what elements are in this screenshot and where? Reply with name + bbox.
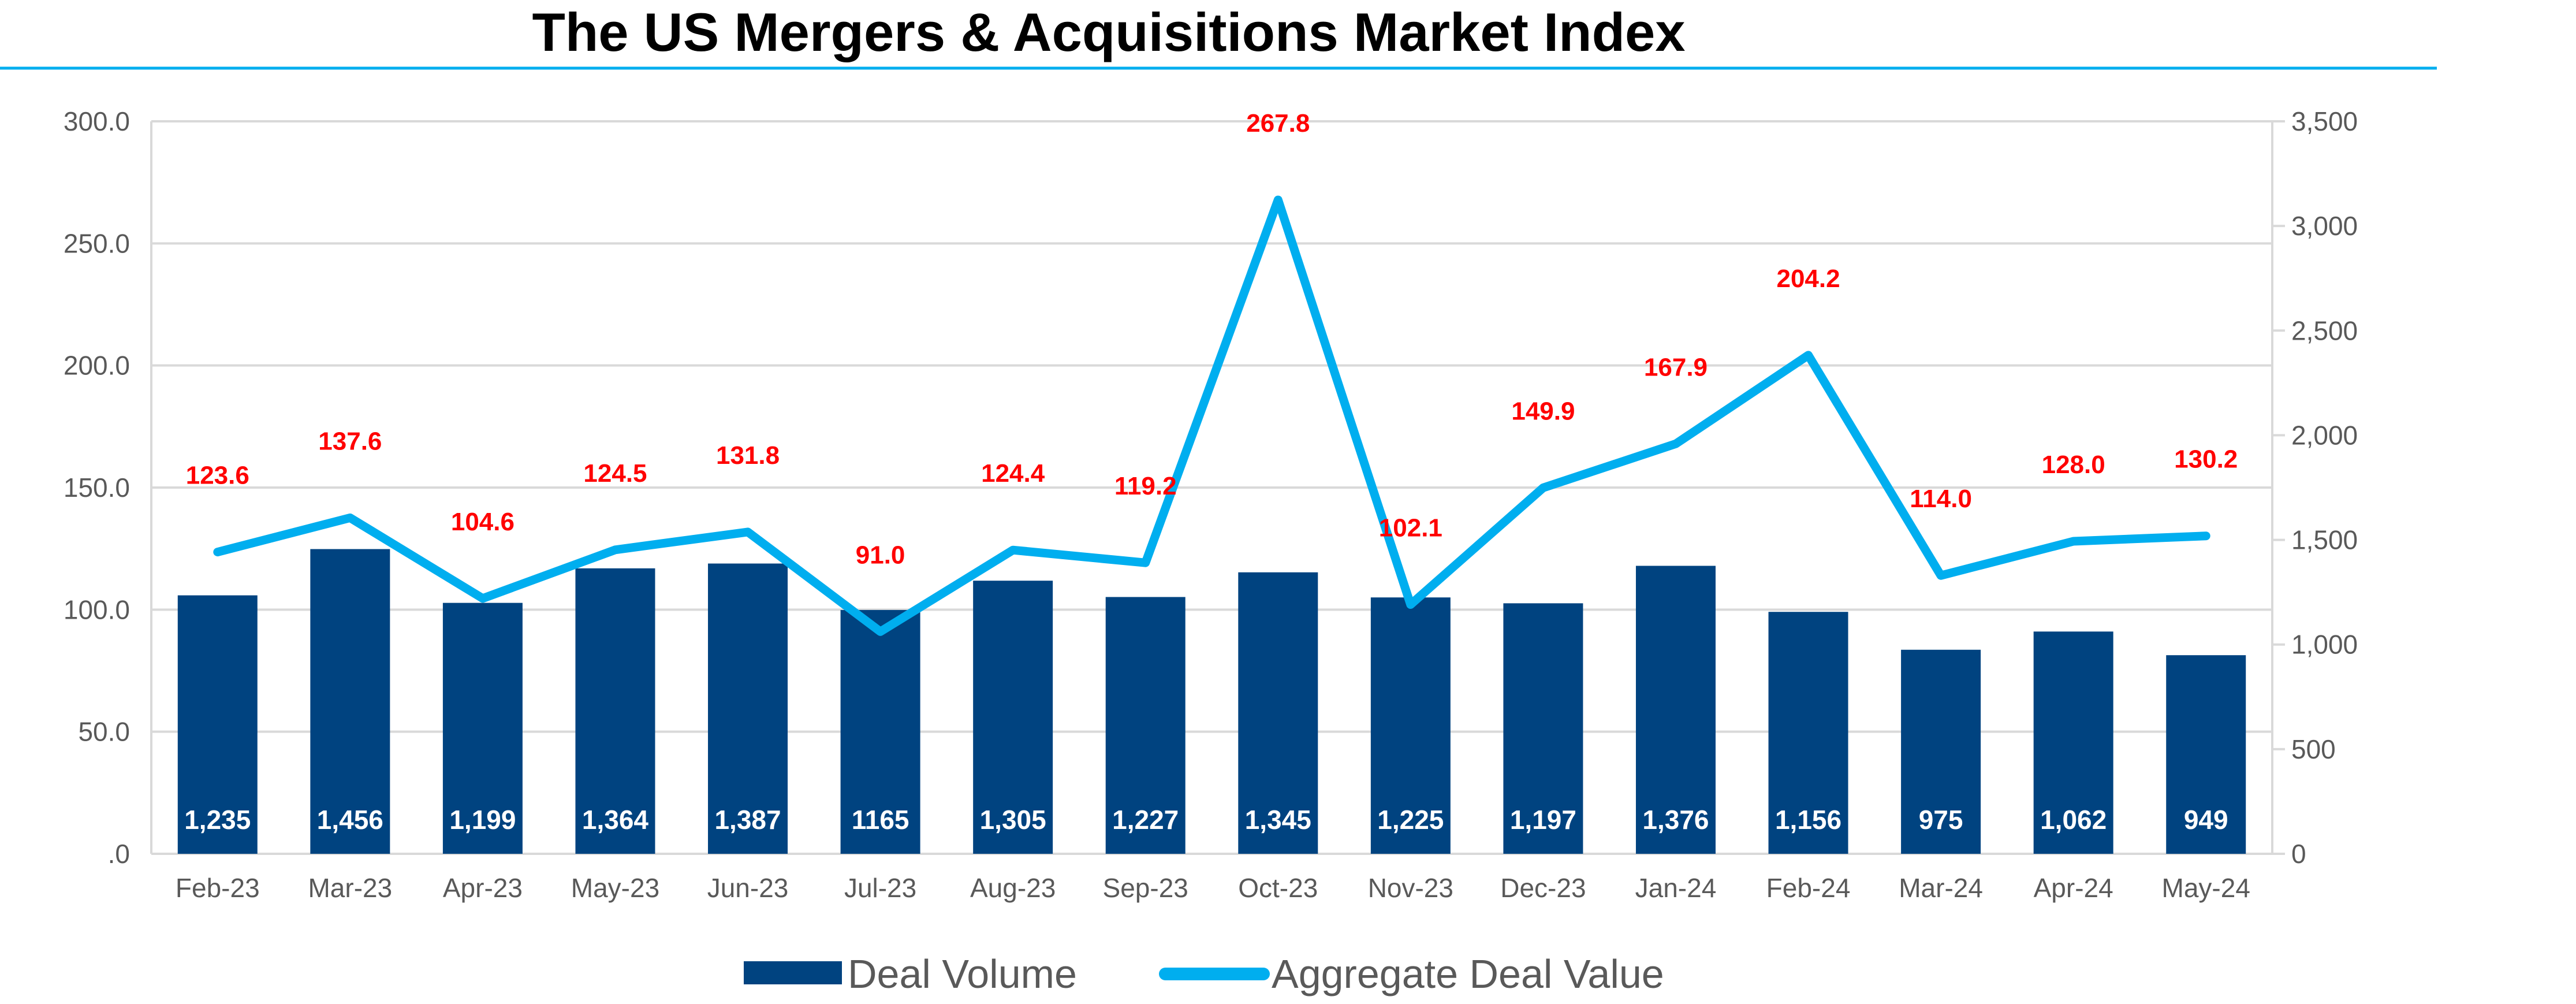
deal-volume-data-label: 1,456 bbox=[317, 805, 383, 835]
legend-label-deal-volume: Deal Volume bbox=[848, 951, 1077, 996]
aggregate-deal-value-data-label: 114.0 bbox=[1910, 485, 1972, 513]
left-axis-tick-label: 250.0 bbox=[64, 228, 130, 258]
aggregate-deal-value-data-label: 149.9 bbox=[1511, 397, 1575, 425]
deal-volume-bar bbox=[177, 595, 258, 854]
left-axis-tick-label: 300.0 bbox=[64, 106, 130, 136]
deal-volume-data-label: 1165 bbox=[852, 805, 909, 835]
category-label: Dec-23 bbox=[1500, 873, 1586, 903]
deal-volume-bar bbox=[973, 581, 1053, 854]
deal-volume-bar bbox=[2166, 655, 2246, 854]
legend: Deal Volume Aggregate Deal Value bbox=[744, 951, 1664, 996]
deal-volume-bar bbox=[1768, 612, 1848, 854]
deal-volume-data-label: 1,235 bbox=[184, 805, 251, 835]
category-label: Aug-23 bbox=[970, 873, 1056, 903]
category-label: Jan-24 bbox=[1635, 873, 1717, 903]
deal-volume-data-label: 1,197 bbox=[1510, 805, 1576, 835]
category-label: Feb-24 bbox=[1766, 873, 1851, 903]
right-axis-tick-label: 2,000 bbox=[2291, 420, 2358, 450]
category-label: Nov-23 bbox=[1368, 873, 1453, 903]
right-axis-tick-label: 0 bbox=[2291, 839, 2306, 869]
right-axis-tick-label: 1,000 bbox=[2291, 630, 2358, 660]
deal-volume-data-label: 1,227 bbox=[1112, 805, 1179, 835]
category-label: Jul-23 bbox=[844, 873, 916, 903]
aggregate-deal-value-data-label: 128.0 bbox=[2042, 451, 2105, 479]
aggregate-deal-value-data-label: 130.2 bbox=[2174, 445, 2238, 474]
aggregate-deal-value-line bbox=[213, 195, 2210, 636]
category-label: Apr-24 bbox=[2034, 873, 2113, 903]
left-axis-tick-label: 150.0 bbox=[64, 473, 130, 503]
aggregate-deal-value-data-label: 91.0 bbox=[856, 541, 905, 569]
left-axis-tick-label: .0 bbox=[108, 839, 130, 869]
right-axis-tick-label: 1,500 bbox=[2291, 525, 2358, 555]
category-label: Mar-24 bbox=[1899, 873, 1983, 903]
deal-volume-bars bbox=[177, 549, 2246, 854]
deal-volume-data-label: 1,199 bbox=[449, 805, 516, 835]
aggregate-deal-value-data-label: 131.8 bbox=[716, 441, 780, 470]
category-label: Oct-23 bbox=[1238, 873, 1318, 903]
aggregate-deal-value-data-label: 267.8 bbox=[1246, 109, 1310, 137]
deal-volume-data-label: 975 bbox=[1919, 805, 1963, 835]
deal-volume-bar bbox=[1105, 597, 1186, 854]
deal-volume-bar bbox=[1370, 597, 1451, 854]
axes: .0 50.0 100.0 150.0 200.0 250.0 300.0 0 500 1,000… bbox=[64, 106, 2358, 903]
category-label: Feb-23 bbox=[176, 873, 260, 903]
aggregate-deal-value-data-label: 104.6 bbox=[451, 508, 515, 536]
deal-volume-bar bbox=[840, 609, 920, 854]
chart-title: The US Mergers & Acquisitions Market Ind… bbox=[532, 2, 1685, 62]
deal-volume-bar bbox=[1635, 566, 1716, 854]
deal-volume-data-label: 949 bbox=[2184, 805, 2228, 835]
deal-volume-data-label: 1,376 bbox=[1642, 805, 1709, 835]
deal-volume-bar bbox=[1503, 603, 1583, 854]
category-label: Jun-23 bbox=[707, 873, 789, 903]
deal-volume-data-label: 1,345 bbox=[1245, 805, 1311, 835]
category-label: May-23 bbox=[571, 873, 659, 903]
category-label: Sep-23 bbox=[1103, 873, 1188, 903]
aggregate-deal-value-data-label: 123.6 bbox=[186, 462, 249, 490]
deal-volume-data-label: 1,387 bbox=[714, 805, 781, 835]
deal-volume-data-label: 1,156 bbox=[1775, 805, 1841, 835]
aggregate-deal-value-data-label: 102.1 bbox=[1379, 514, 1442, 542]
right-axis-tick-label: 500 bbox=[2291, 734, 2336, 764]
right-axis-tick-label: 2,500 bbox=[2291, 315, 2358, 345]
deal-volume-data-label: 1,364 bbox=[582, 805, 649, 835]
left-axis-tick-label: 50.0 bbox=[78, 717, 130, 747]
aggregate-deal-value-data-label: 119.2 bbox=[1114, 472, 1177, 500]
left-axis-tick-label: 100.0 bbox=[64, 594, 130, 624]
category-label: Mar-23 bbox=[308, 873, 392, 903]
aggregate-deal-value-polyline bbox=[213, 195, 2210, 636]
aggregate-deal-value-data-label: 124.4 bbox=[981, 459, 1045, 488]
deal-volume-bar bbox=[708, 563, 788, 854]
legend-swatch-deal-volume bbox=[744, 961, 842, 984]
deal-volume-bar bbox=[575, 568, 655, 854]
right-axis-tick-label: 3,000 bbox=[2291, 211, 2358, 241]
aggregate-deal-value-data-label: 137.6 bbox=[318, 427, 382, 455]
aggregate-deal-value-data-label: 204.2 bbox=[1776, 265, 1840, 293]
deal-volume-bar bbox=[1238, 572, 1318, 854]
category-label: Apr-23 bbox=[443, 873, 523, 903]
deal-volume-data-label: 1,062 bbox=[2040, 805, 2107, 835]
deal-volume-bar bbox=[1901, 649, 1981, 854]
aggregate-deal-value-data-label: 167.9 bbox=[1644, 353, 1708, 381]
legend-label-aggregate-deal-value: Aggregate Deal Value bbox=[1272, 951, 1664, 996]
deal-volume-bar bbox=[2033, 631, 2113, 854]
data-labels: 1,235 1,456 1,199 1,364 1,387 1165 1,305 1,227 1… bbox=[184, 109, 2238, 835]
category-label: May-24 bbox=[2162, 873, 2250, 903]
deal-volume-bar bbox=[442, 603, 523, 854]
right-axis-tick-label: 3,500 bbox=[2291, 106, 2358, 136]
deal-volume-bar bbox=[310, 549, 390, 854]
left-axis-tick-label: 200.0 bbox=[64, 351, 130, 381]
deal-volume-data-label: 1,305 bbox=[980, 805, 1046, 835]
deal-volume-data-label: 1,225 bbox=[1377, 805, 1444, 835]
aggregate-deal-value-data-label: 124.5 bbox=[583, 459, 647, 488]
